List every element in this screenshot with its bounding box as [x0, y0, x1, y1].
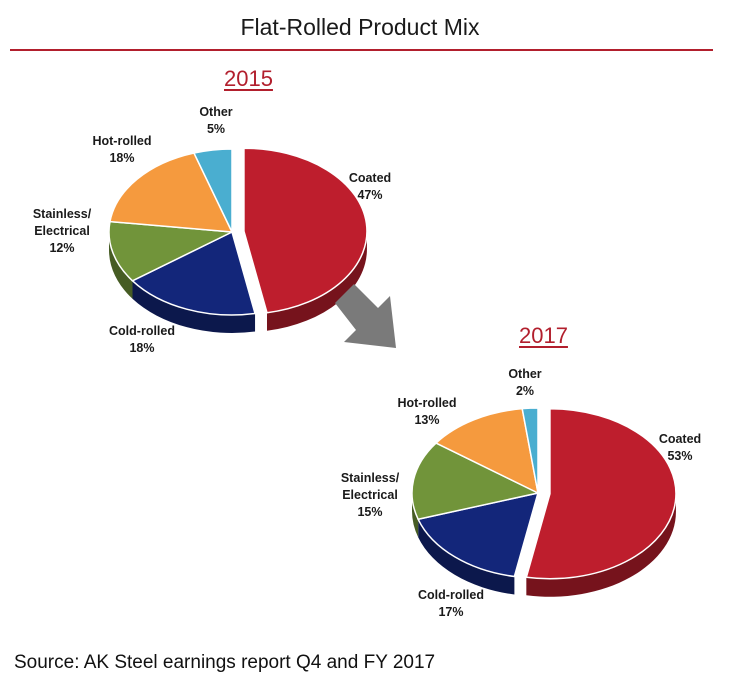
pie-chart-2017: Coated 53% Cold-rolled 17% Stainless/Electri…	[341, 367, 701, 619]
slice-label-other-2015: Other 5%	[199, 105, 232, 136]
slice-label-cold-rolled-2017: Cold-rolled 17%	[418, 588, 484, 619]
year-label-2015: 2015	[224, 66, 273, 91]
pie-slice-stainless-electrical-2015	[108, 220, 235, 282]
pie-slice-cold-rolled-2015	[131, 230, 257, 316]
pie-side-coated-2017	[526, 493, 676, 597]
pie-slice-cold-rolled-2017	[417, 491, 540, 578]
pie-slice-coated-2017	[525, 408, 677, 580]
pie-slice-other-2015	[192, 148, 233, 233]
chart-title: Flat-Rolled Product Mix	[240, 14, 480, 40]
slice-label-other-2017: Other 2%	[508, 367, 541, 398]
pie-side-stainless-electrical-2017	[412, 493, 419, 538]
pie-side-cold-rolled-2015	[132, 280, 256, 333]
pie-slice-other-2017	[521, 407, 539, 494]
transition-arrow-icon	[335, 284, 396, 348]
pie-side-coated-2015	[266, 231, 367, 331]
title-underline-rule	[10, 49, 713, 51]
slice-label-stainless-electrical-2017: Stainless/Electrical 15%	[341, 471, 400, 519]
pie-slice-stainless-electrical-2017	[411, 442, 541, 521]
pie-side-stainless-electrical-2015	[109, 232, 133, 299]
slice-label-hot-rolled-2015: Hot-rolled 18%	[92, 134, 151, 165]
source-note: Source: AK Steel earnings report Q4 and …	[14, 652, 436, 673]
slice-label-coated-2017: Coated 53%	[659, 432, 701, 463]
slice-label-cold-rolled-2015: Cold-rolled 18%	[109, 324, 175, 355]
pie-chart-2015: Coated 47% Cold-rolled 18% Stainless/Electri…	[33, 105, 391, 355]
pie-side-cold-rolled-2017	[418, 519, 515, 595]
slice-label-stainless-electrical-2015: Stainless/Electrical 12%	[33, 207, 92, 255]
slice-label-hot-rolled-2017: Hot-rolled 13%	[397, 396, 456, 427]
year-label-2017: 2017	[519, 323, 568, 348]
pie-slice-coated-2015	[243, 147, 368, 314]
pie-charts: Coated 47% Cold-rolled 18% Stainless/Electri…	[33, 105, 701, 619]
pie-slice-hot-rolled-2015	[109, 152, 234, 233]
slice-label-coated-2015: Coated 47%	[349, 171, 391, 202]
pie-slice-hot-rolled-2017	[434, 407, 540, 495]
